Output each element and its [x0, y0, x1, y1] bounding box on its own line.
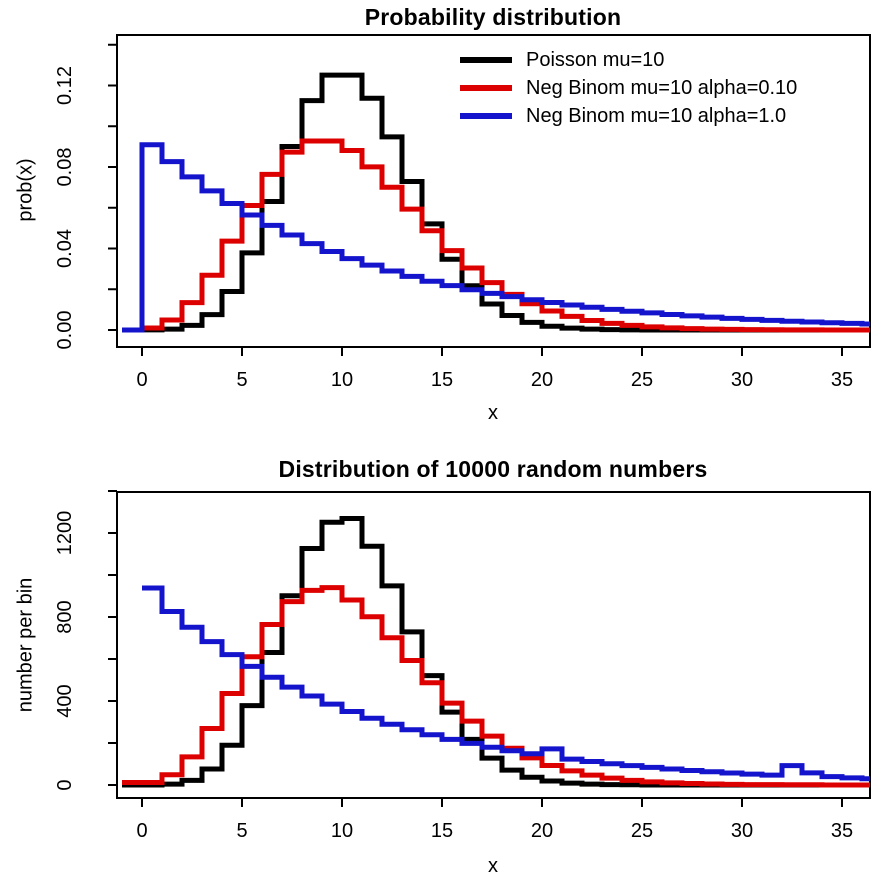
legend-label: Poisson mu=10 [526, 48, 665, 71]
x-tick-label: 0 [136, 820, 147, 842]
x-tick-label: 35 [831, 369, 853, 391]
x-tick-label: 15 [431, 369, 453, 391]
bottom-chart: 0 5 10 15 20 25 30 35 0 400 800 1200 [54, 490, 871, 842]
poisson-line-swatch [460, 57, 512, 63]
x-tick-label: 5 [236, 369, 247, 391]
top-curves [122, 72, 870, 333]
y-tick-label: 0.08 [54, 148, 76, 187]
x-tick-label: 30 [731, 369, 753, 391]
bottom-curves [122, 516, 870, 788]
y-tick-label: 0 [54, 779, 76, 790]
x-tick-label: 10 [331, 820, 353, 842]
bottom-plot-box [116, 491, 871, 799]
x-tick-label: 30 [731, 820, 753, 842]
x-tick-label: 10 [331, 369, 353, 391]
series-negbinom-mu10-alpha0.10-sample-line [122, 585, 870, 788]
legend-label: Neg Binom mu=10 alpha=1.0 [526, 104, 787, 127]
top-chart-y-axis-label: prob(x) [14, 158, 37, 222]
x-tick-label: 20 [531, 369, 553, 391]
y-tick-label: 0.00 [54, 311, 76, 350]
y-tick-label: 400 [54, 684, 76, 717]
series-negbinom-mu10-alpha1.0-line [122, 142, 870, 333]
x-tick-label: 15 [431, 820, 453, 842]
y-tick-label: 0.04 [54, 229, 76, 268]
top-chart-title: Probability distribution [364, 4, 622, 30]
top-plot-box [116, 34, 871, 348]
legend-item-negbinom-alpha010: Neg Binom mu=10 alpha=0.10 [460, 74, 797, 102]
x-tick-label: 25 [631, 820, 653, 842]
y-tick-label: 1200 [54, 511, 76, 556]
legend-item-poisson: Poisson mu=10 [460, 46, 797, 74]
top-chart-x-axis-label: x [488, 402, 498, 424]
bottom-chart-title: Distribution of 10000 random numbers [278, 456, 708, 482]
negbinom-alpha010-line-swatch [460, 85, 512, 91]
y-tick-label: 800 [54, 600, 76, 633]
series-negbinom-mu10-alpha1.0-sample-line [142, 585, 870, 782]
y-tick-label: 0.12 [54, 66, 76, 105]
bottom-chart-x-axis-label: x [488, 855, 498, 877]
x-tick-label: 20 [531, 820, 553, 842]
x-tick-label: 25 [631, 369, 653, 391]
legend-item-negbinom-alpha10: Neg Binom mu=10 alpha=1.0 [460, 102, 797, 130]
legend: Poisson mu=10 Neg Binom mu=10 alpha=0.10… [460, 46, 797, 130]
top-chart: 0 5 10 15 20 25 30 35 0.00 0.04 0.08 0.12 [54, 34, 871, 391]
x-tick-label: 35 [831, 820, 853, 842]
legend-label: Neg Binom mu=10 alpha=0.10 [526, 76, 798, 99]
bottom-chart-y-axis-label: number per bin [14, 577, 37, 713]
x-tick-label: 0 [136, 369, 147, 391]
negbinom-alpha10-line-swatch [460, 113, 512, 119]
x-tick-label: 5 [236, 820, 247, 842]
